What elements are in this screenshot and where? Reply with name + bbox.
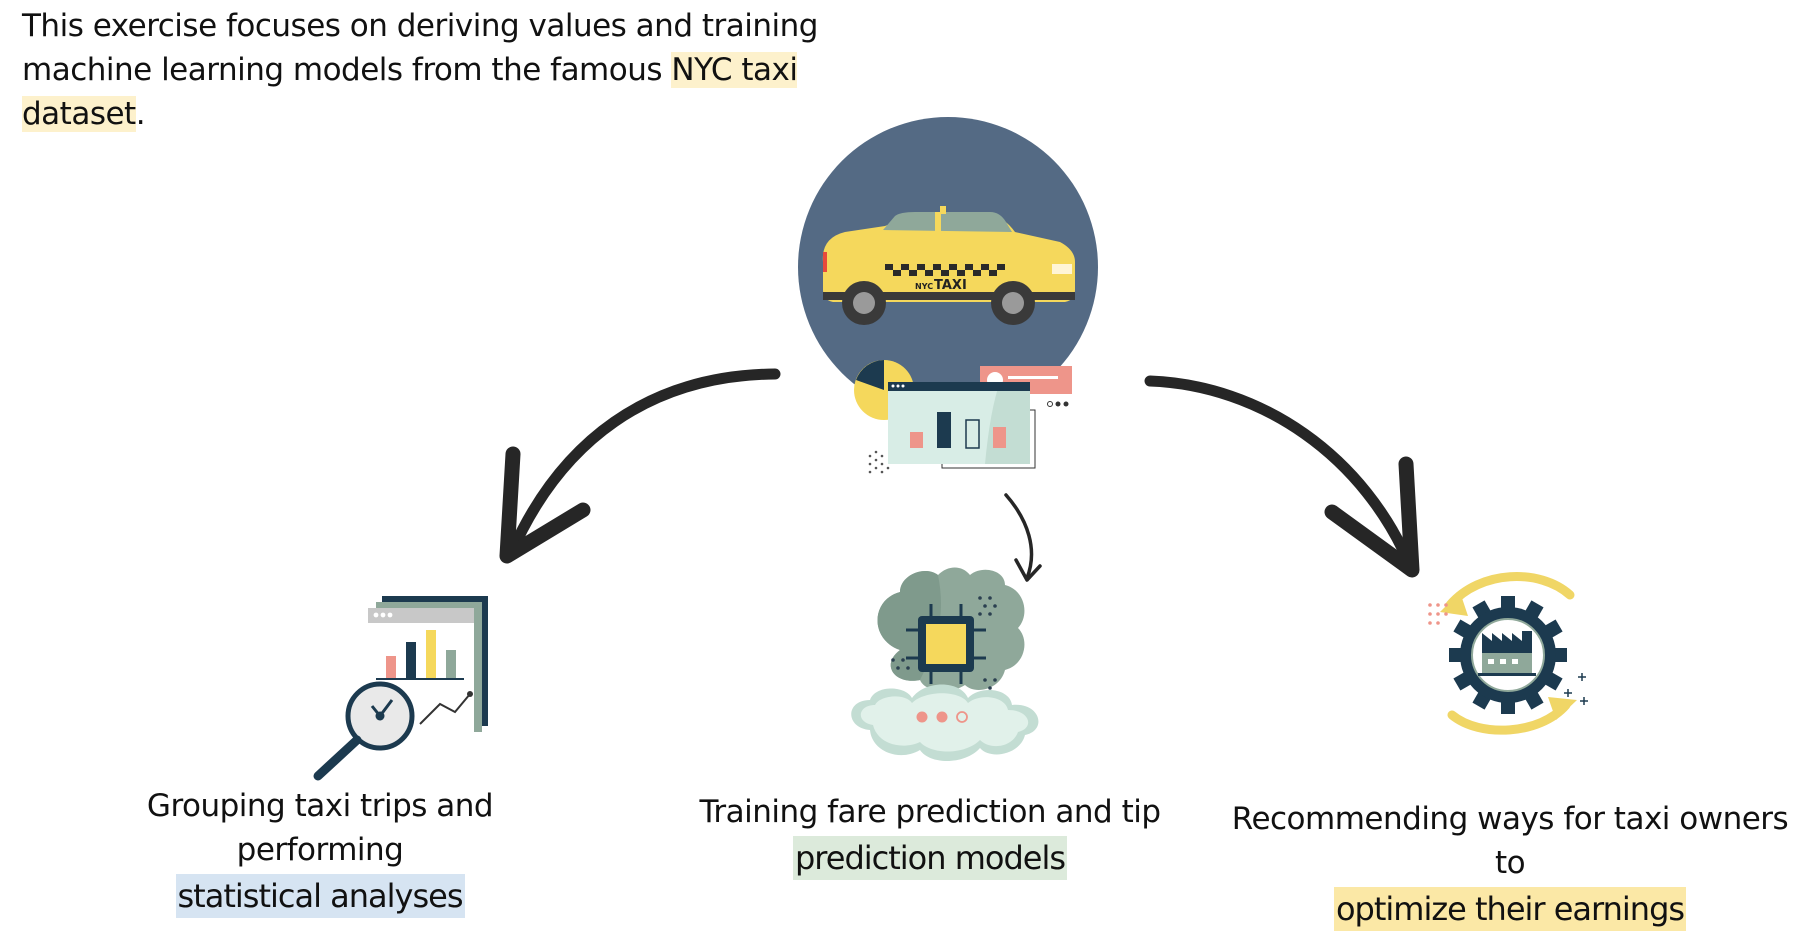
caption-left-text: Grouping taxi trips and performing: [146, 788, 494, 868]
caption-center-highlight: prediction models: [792, 836, 1068, 880]
caption-center-text: Training fare prediction and tip: [699, 794, 1161, 830]
arrow-right-icon: [1144, 375, 1420, 578]
taxi-dashboard-illustration: NYC TAXI: [798, 117, 1098, 474]
factory-gear-cycle-icon: [1428, 572, 1588, 735]
caption-left-highlight: statistical analyses: [175, 874, 465, 918]
caption-right-highlight: optimize their earnings: [1333, 887, 1687, 931]
magnifier-bar-chart-icon: [313, 596, 488, 781]
intro-text: This exercise focuses on deriving values…: [22, 8, 818, 88]
taxi-badge-small: NYC: [915, 282, 933, 291]
intro-paragraph: This exercise focuses on deriving values…: [22, 4, 922, 136]
caption-right-text: Recommending ways for taxi owners to: [1231, 801, 1789, 881]
dashboard-icon: [854, 360, 1072, 474]
intro-end: .: [135, 96, 146, 132]
diagram-canvas: NYC TAXI: [313, 117, 1588, 781]
taxi-badge-large: TAXI: [934, 278, 967, 293]
arrow-center-icon: [1004, 493, 1042, 582]
brain-chip-cloud-icon: [851, 567, 1039, 762]
caption-right: Recommending ways for taxi owners to opt…: [1230, 797, 1790, 932]
arrow-left-icon: [499, 368, 781, 564]
taxi-car-icon: NYC TAXI: [822, 206, 1075, 325]
caption-center: Training fare prediction and tip predict…: [670, 790, 1190, 881]
caption-left: Grouping taxi trips and performing stati…: [60, 784, 580, 919]
